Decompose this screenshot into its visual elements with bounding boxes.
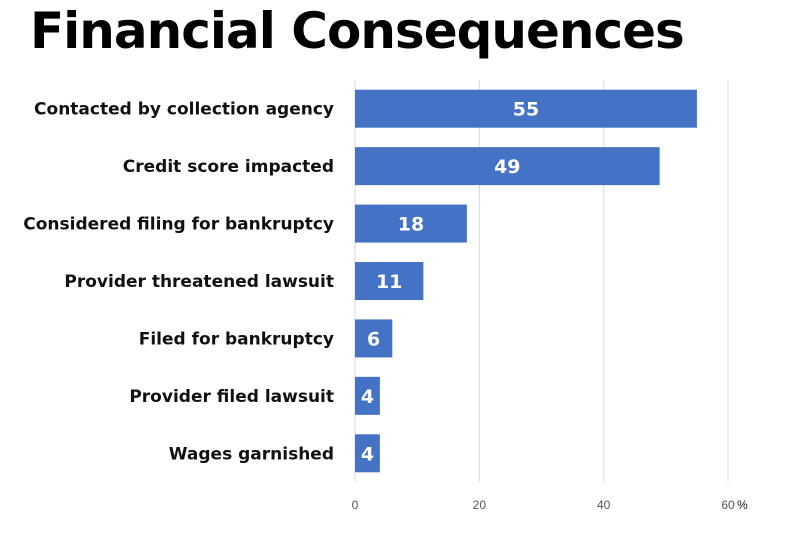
category-label: Contacted by collection agency: [34, 100, 334, 120]
x-tick-label: 40: [597, 498, 611, 512]
bar: [355, 89, 697, 128]
category-label: Filed for bankruptcy: [139, 329, 334, 349]
bar: [355, 204, 467, 243]
data-label: 55: [513, 99, 539, 121]
category-label: Considered filing for bankruptcy: [23, 215, 334, 235]
x-tick-label: 0: [352, 498, 359, 512]
bar: [355, 147, 660, 186]
bar: [355, 434, 380, 473]
bar: [355, 319, 393, 358]
data-label: 18: [398, 214, 424, 236]
x-unit-label: %: [737, 498, 748, 512]
data-label: 4: [361, 386, 374, 408]
category-label: Wages garnished: [169, 444, 334, 464]
bar: [355, 262, 424, 300]
category-label: Provider filed lawsuit: [129, 387, 334, 407]
data-label: 11: [376, 271, 402, 293]
chart-title: Financial Consequences: [30, 2, 685, 60]
data-label: 4: [361, 443, 374, 465]
x-tick-label: 60: [721, 498, 735, 512]
data-label: 49: [494, 156, 520, 178]
bar: [355, 376, 380, 415]
data-label: 6: [367, 328, 380, 350]
x-tick-label: 20: [473, 498, 487, 512]
category-label: Credit score impacted: [123, 157, 334, 177]
category-label: Provider threatened lawsuit: [64, 272, 334, 292]
